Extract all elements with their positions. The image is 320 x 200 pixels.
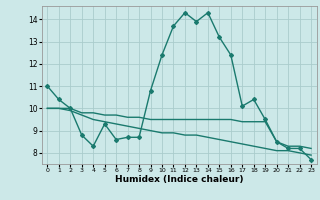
X-axis label: Humidex (Indice chaleur): Humidex (Indice chaleur) <box>115 175 244 184</box>
